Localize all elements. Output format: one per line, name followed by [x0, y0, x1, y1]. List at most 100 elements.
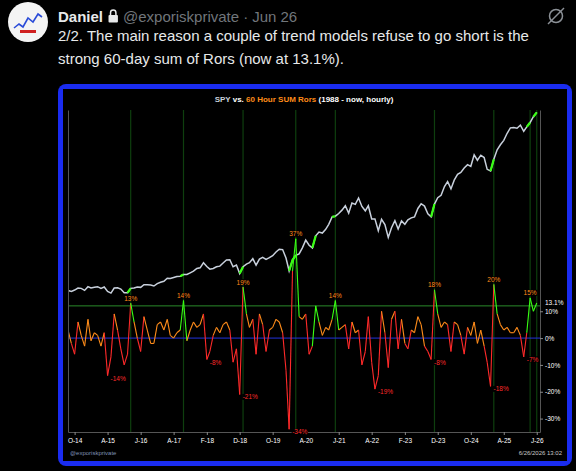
rors-line [137, 338, 140, 351]
rors-line [283, 333, 286, 371]
x-tick-mark [207, 432, 208, 435]
rors-line [474, 322, 477, 343]
label-patch [523, 290, 537, 296]
rors-line [259, 314, 262, 325]
annotation: -34% [292, 428, 308, 435]
y-tick: -10% [540, 361, 560, 368]
rors-line [392, 311, 395, 319]
annotation-label: -34% [292, 428, 307, 435]
x-tick: J-26 [531, 432, 544, 444]
rors-line [451, 322, 454, 352]
rors-line [342, 325, 345, 328]
x-tick-label: A-17 [167, 437, 181, 444]
y2-axis [68, 111, 69, 433]
rors-line [497, 314, 500, 325]
y-tick-mark [540, 365, 543, 366]
rors-line [256, 314, 259, 354]
rors-line [484, 346, 487, 362]
rors-line [174, 333, 177, 338]
rors-line [507, 327, 510, 332]
annotation-label: 14% [177, 292, 190, 299]
spy-highlight [491, 159, 494, 171]
y-tick: -20% [540, 388, 560, 395]
label-patch [328, 293, 342, 299]
rors-line [385, 333, 388, 368]
rors-line [71, 343, 74, 354]
x-tick: O-24 [464, 432, 479, 444]
y-tick-mark [540, 338, 543, 339]
label-patch [526, 356, 539, 362]
post-text-line: strong 60-day sum of Rors (now at 13.1%)… [58, 50, 344, 67]
y-tick-mark [540, 311, 543, 312]
x-tick: J-16 [135, 432, 148, 444]
rors-line [517, 327, 520, 335]
title-part: vs. [231, 95, 247, 104]
rors-line [279, 322, 282, 333]
reference-line [68, 338, 540, 339]
avatar[interactable] [8, 2, 48, 42]
rors-line [128, 303, 131, 354]
rors-line [306, 314, 309, 354]
rors-line [345, 325, 348, 349]
page: Daniel @exporiskprivate·Jun 26 2/2. The ma… [0, 0, 576, 471]
rors-line [520, 335, 523, 356]
post-date[interactable]: Jun 26 [252, 8, 297, 25]
title-part: 60 Hour SUM Rors [246, 95, 317, 104]
rors-line [441, 322, 444, 327]
x-tick-mark [108, 432, 109, 435]
rors-line [431, 290, 434, 360]
post-text-line: 2/2. The main reason a couple of trend m… [58, 27, 529, 44]
rors-line [448, 325, 451, 352]
x-tick-mark [240, 432, 241, 435]
rors-line [418, 317, 421, 325]
rors-line [121, 349, 124, 365]
x-tick-mark [75, 432, 76, 435]
y-tick-label: -10% [545, 361, 560, 368]
rors-line [349, 322, 352, 349]
x-tick-label: J-26 [531, 437, 544, 444]
x-tick-mark [174, 432, 175, 435]
separator: · [243, 8, 248, 25]
x-tick-label: F-18 [201, 437, 215, 444]
y-tick: 0% [540, 335, 555, 342]
x-tick: A-25 [497, 432, 511, 444]
spy-highlight [128, 288, 131, 292]
rors-line [230, 330, 233, 362]
label-patch [124, 295, 138, 301]
rors-line [94, 333, 97, 336]
rors-line [424, 346, 427, 351]
rors-line [187, 330, 190, 341]
annotation: -14% [110, 375, 126, 382]
grok-icon[interactable] [548, 8, 564, 24]
rors-line [375, 376, 378, 389]
rors-line [533, 303, 536, 311]
peak-marker [536, 110, 537, 432]
author-name[interactable]: Daniel [58, 8, 103, 25]
rors-line [494, 284, 497, 314]
rors-line [249, 319, 252, 327]
annotation-label: 18% [428, 281, 441, 288]
rors-line [210, 335, 213, 351]
rors-line [362, 352, 365, 365]
author-handle[interactable]: @exporiskprivate [123, 8, 239, 25]
y-tick: -30% [540, 415, 560, 422]
annotation: 13.1% [545, 299, 565, 306]
rors-line [85, 319, 88, 346]
rors-line [454, 322, 457, 325]
rors-line [269, 327, 272, 330]
label-patch [110, 375, 126, 381]
annotation-label: -8% [434, 359, 446, 366]
rors-line [81, 335, 84, 346]
rors-line [378, 311, 381, 375]
rors-line [104, 333, 107, 376]
x-tick-mark [405, 432, 406, 435]
rors-line [481, 330, 484, 346]
x-tick-label: A-15 [101, 437, 115, 444]
annotation-label: 13% [124, 295, 137, 302]
x-tick-label: A-22 [365, 437, 379, 444]
rors-line [335, 301, 338, 331]
rors-line [461, 335, 464, 354]
rors-line [434, 290, 437, 314]
rors-line [352, 322, 355, 333]
rors-line [438, 314, 441, 327]
